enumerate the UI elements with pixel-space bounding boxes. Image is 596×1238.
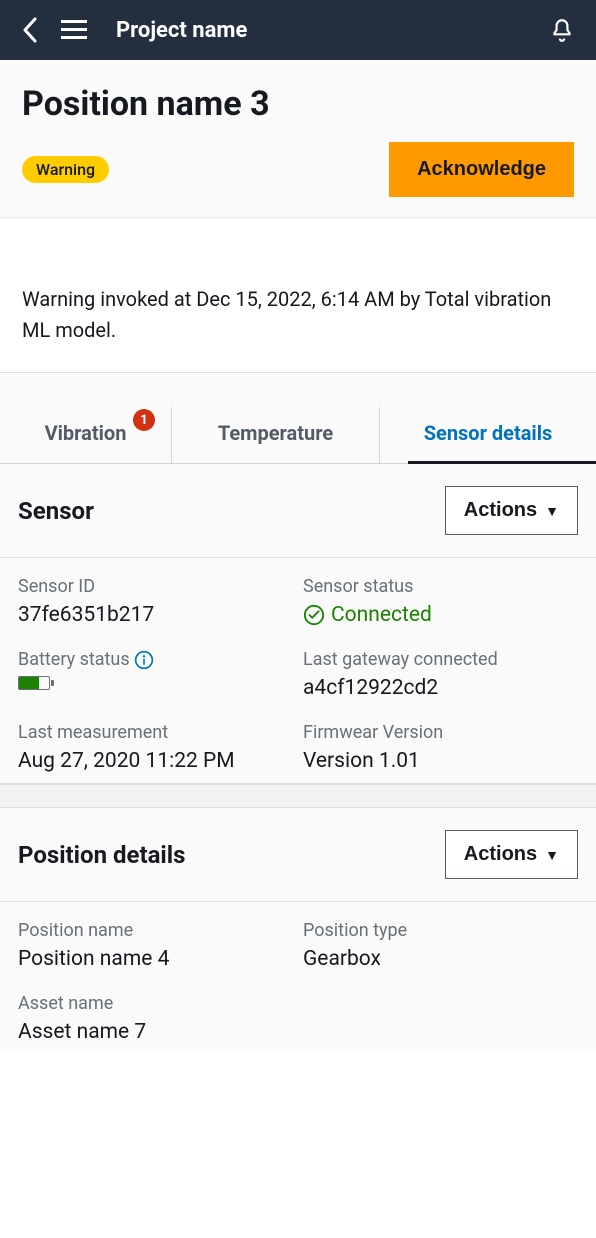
field-asset-name: Asset name Asset name 7	[18, 993, 578, 1044]
status-text: Connected	[331, 603, 432, 627]
battery-icon	[18, 676, 50, 690]
field-label: Position name	[18, 920, 293, 941]
field-sensor-status: Sensor status Connected	[303, 576, 578, 627]
acknowledge-button[interactable]: Acknowledge	[389, 142, 574, 197]
field-last-gateway: Last gateway connected a4cf12922cd2	[303, 649, 578, 700]
tabs: Vibration 1 Temperature Sensor details	[0, 373, 596, 464]
tab-sensor-details[interactable]: Sensor details	[380, 407, 596, 463]
field-value: a4cf12922cd2	[303, 676, 578, 700]
field-label: Sensor status	[303, 576, 578, 597]
tab-temperature[interactable]: Temperature	[172, 407, 380, 463]
position-actions-button[interactable]: Actions ▼	[445, 830, 578, 879]
page-title: Position name 3	[22, 84, 574, 124]
field-label: Last measurement	[18, 722, 293, 743]
field-position-name: Position name Position name 4	[18, 920, 293, 971]
alert-message: Warning invoked at Dec 15, 2022, 6:14 AM…	[0, 258, 596, 373]
actions-label: Actions	[464, 499, 537, 522]
field-firmware-version: Firmwear Version Version 1.01	[303, 722, 578, 773]
page-header: Position name 3 Warning Acknowledge	[0, 60, 596, 218]
field-label: Position type	[303, 920, 578, 941]
position-details-section: Position details Actions ▼ Position name…	[0, 808, 596, 1050]
field-value: Version 1.01	[303, 749, 578, 773]
tab-label: Temperature	[218, 421, 333, 445]
field-value: Gearbox	[303, 947, 578, 971]
check-circle-icon	[303, 604, 325, 626]
field-value: Aug 27, 2020 11:22 PM	[18, 749, 293, 773]
separator	[0, 218, 596, 238]
field-last-measurement: Last measurement Aug 27, 2020 11:22 PM	[18, 722, 293, 773]
field-battery-status: Battery status	[18, 649, 293, 700]
field-label: Sensor ID	[18, 576, 293, 597]
tab-label: Sensor details	[424, 421, 553, 445]
sensor-actions-button[interactable]: Actions ▼	[445, 486, 578, 535]
project-name: Project name	[116, 18, 544, 43]
tab-vibration[interactable]: Vibration 1	[0, 407, 172, 463]
field-label: Firmwear Version	[303, 722, 578, 743]
field-label: Last gateway connected	[303, 649, 578, 670]
field-value: Position name 4	[18, 947, 293, 971]
sensor-heading: Sensor	[18, 497, 94, 525]
topbar: Project name	[0, 0, 596, 60]
field-label: Battery status	[18, 649, 293, 670]
field-sensor-id: Sensor ID 37fe6351b217	[18, 576, 293, 627]
field-value: 37fe6351b217	[18, 603, 293, 627]
notifications-button[interactable]	[544, 16, 580, 44]
position-heading: Position details	[18, 841, 185, 869]
back-button[interactable]	[16, 17, 44, 43]
field-position-type: Position type Gearbox	[303, 920, 578, 971]
section-divider	[0, 784, 596, 808]
menu-button[interactable]	[56, 20, 92, 40]
vibration-count-badge: 1	[133, 409, 155, 431]
status-badge: Warning	[22, 156, 109, 183]
caret-down-icon: ▼	[545, 503, 559, 519]
actions-label: Actions	[464, 843, 537, 866]
field-value: Asset name 7	[18, 1020, 578, 1044]
field-value: Connected	[303, 603, 578, 627]
info-icon[interactable]	[134, 650, 154, 670]
sensor-section: Sensor Actions ▼ Sensor ID 37fe6351b217 …	[0, 464, 596, 784]
label-text: Battery status	[18, 649, 130, 670]
field-label: Asset name	[18, 993, 578, 1014]
tab-label: Vibration	[45, 421, 127, 445]
caret-down-icon: ▼	[545, 847, 559, 863]
